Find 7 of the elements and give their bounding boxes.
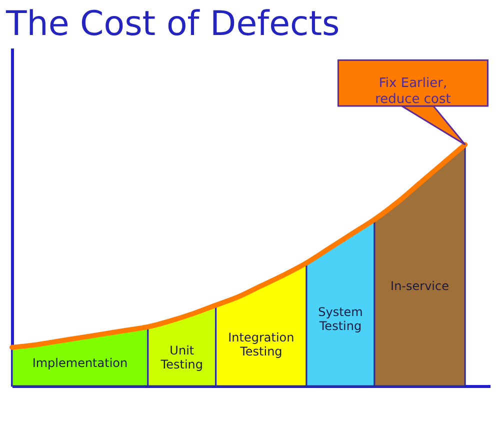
series-label: Implementation	[32, 356, 128, 370]
series-label: In-service	[390, 279, 450, 294]
chart-title: The Cost of Defects	[5, 4, 340, 44]
text: Fix Earlier, reduce cost	[375, 76, 451, 108]
series-label: System Testing	[318, 305, 363, 334]
series-label: Unit Testing	[160, 344, 203, 372]
series-label: Integration Testing	[228, 330, 294, 358]
